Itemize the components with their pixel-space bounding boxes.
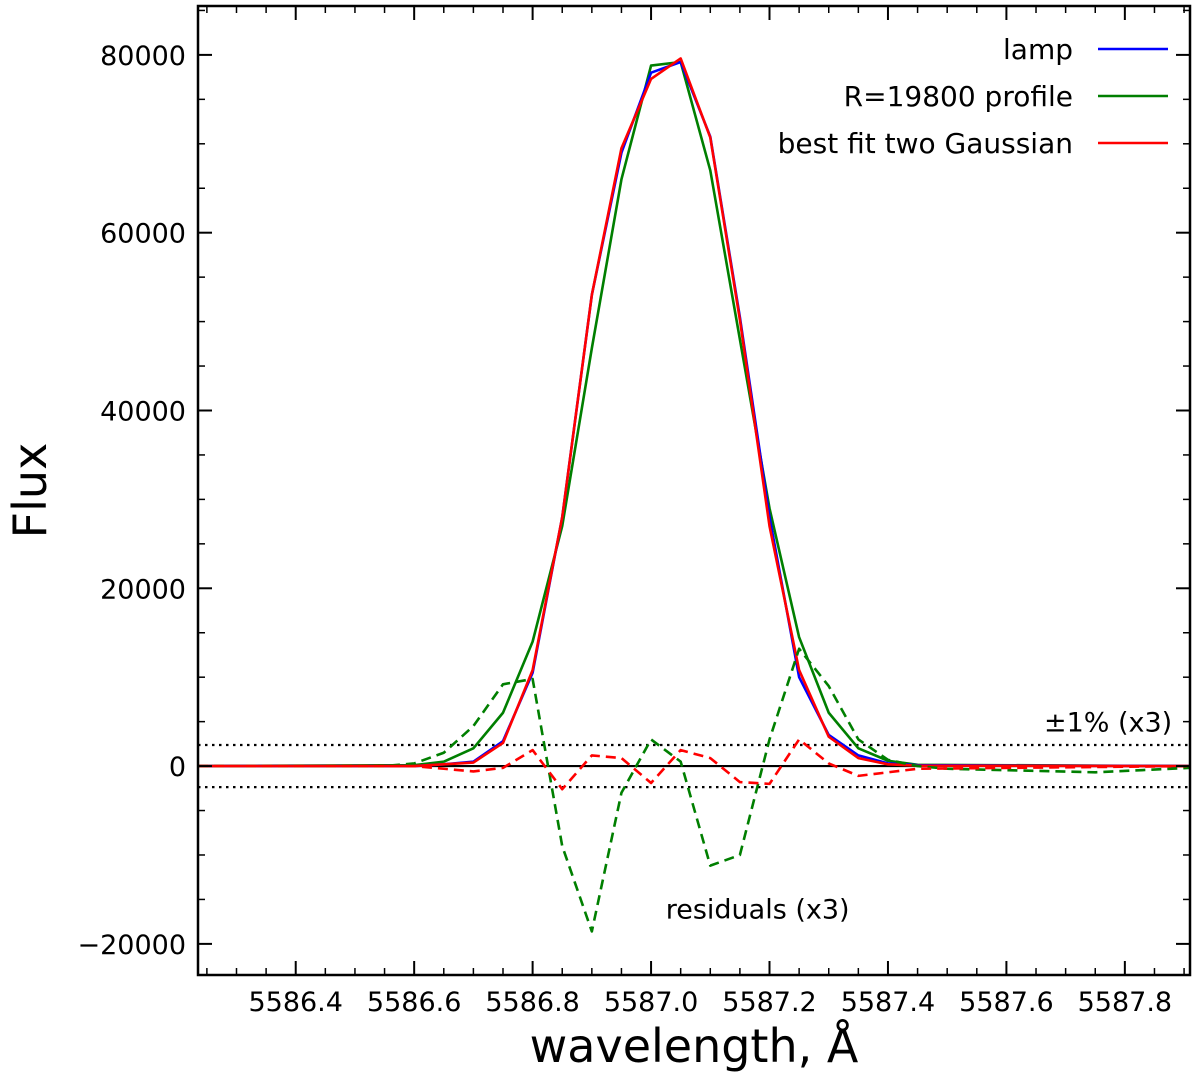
series-line-r-19800-residuals-x3 xyxy=(198,647,1190,933)
x-tick-label: 5586.4 xyxy=(248,987,342,1018)
series-line-best-fit-two-gaussian xyxy=(198,57,1190,768)
x-axis-title: wavelength, Å xyxy=(530,1019,859,1073)
y-tick-label: 40000 xyxy=(100,396,186,427)
series-line-r-19800-profile xyxy=(198,60,1190,768)
x-tick-label: 5587.6 xyxy=(959,987,1053,1018)
legend-label: R=19800 profile xyxy=(844,80,1073,113)
plot-lines xyxy=(198,57,1190,933)
series-line-two-gaussian-residuals-x3 xyxy=(198,738,1190,791)
annotation-text: residuals (x3) xyxy=(666,894,850,925)
x-tick-label: 5587.4 xyxy=(841,987,935,1018)
y-tick-label: −20000 xyxy=(77,930,186,961)
y-tick-label: 60000 xyxy=(100,219,186,250)
y-tick-label: 80000 xyxy=(100,41,186,72)
x-tick-label: 5586.8 xyxy=(485,987,579,1018)
x-tick-label: 5586.6 xyxy=(367,987,461,1018)
y-tick-label: 0 xyxy=(169,752,186,783)
legend: lamp R=19800 profile best fit two Gaussian xyxy=(778,33,1168,160)
plot-frame xyxy=(196,4,1192,977)
legend-label: lamp xyxy=(1003,33,1073,66)
x-tick-label: 5587.2 xyxy=(722,987,816,1018)
y-axis-title: Flux xyxy=(3,443,57,539)
x-tick-label: 5587.0 xyxy=(604,987,698,1018)
x-tick-label: 5587.8 xyxy=(1078,987,1172,1018)
chart-text: 5586.4 5586.6 5586.8 5587.0 5587.2 5587.4 5587… xyxy=(3,41,1172,1073)
y-tick-label: 20000 xyxy=(100,574,186,605)
legend-label: best fit two Gaussian xyxy=(778,127,1073,160)
annotation-text: ±1% (x3) xyxy=(1044,708,1172,739)
